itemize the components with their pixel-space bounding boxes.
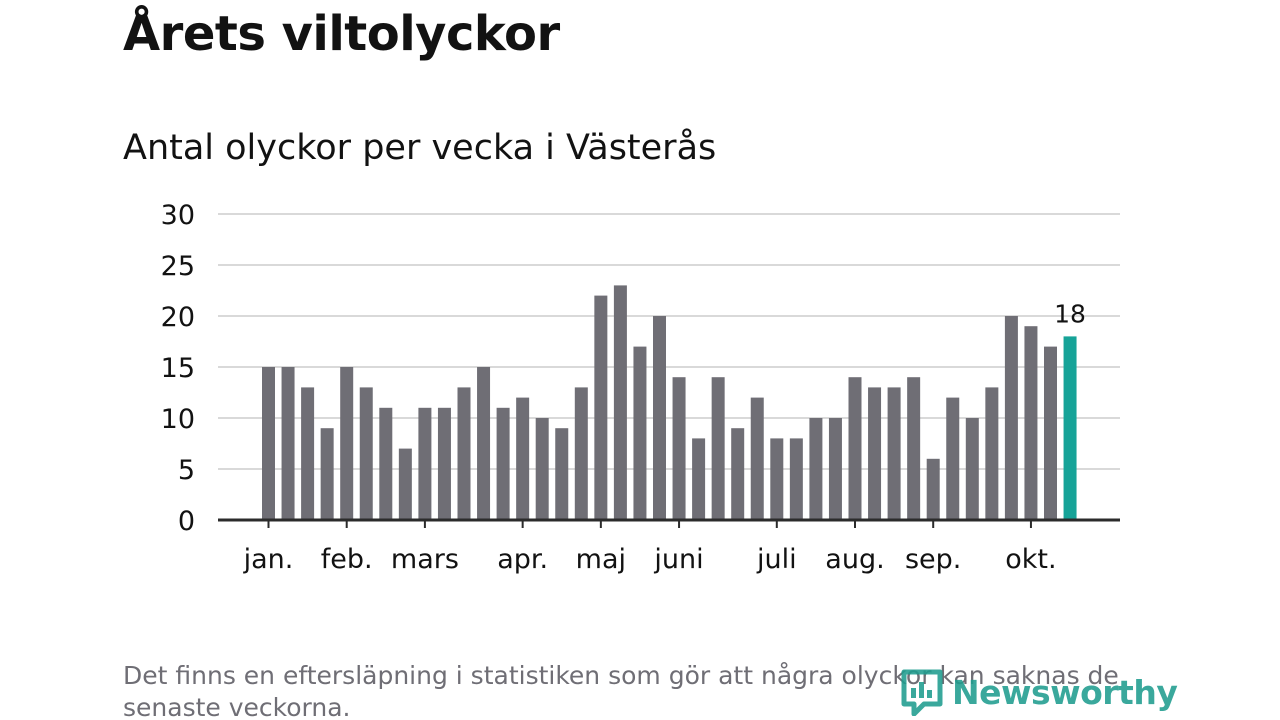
newsworthy-logo-icon — [901, 669, 943, 716]
bar — [672, 377, 686, 520]
bar — [437, 407, 451, 520]
bar — [320, 428, 334, 520]
chart-subtitle: Antal olyckor per vecka i Västerås — [123, 128, 717, 168]
x-tick-label: aug. — [825, 544, 884, 575]
x-tick-label: sep. — [905, 544, 961, 575]
bar — [711, 377, 725, 520]
bar — [828, 418, 842, 520]
logo-text: Newsworthy — [952, 672, 1178, 712]
data-label-latest: 18 — [1054, 299, 1086, 328]
bar — [692, 438, 706, 520]
bar — [574, 387, 588, 520]
x-axis: jan. feb. mars apr. maj juni juli aug. sep. okt. — [218, 518, 1120, 575]
page-title: Årets viltolyckor — [123, 6, 560, 62]
bars — [262, 285, 1077, 520]
y-tick-label: 10 — [161, 404, 195, 435]
bar — [907, 377, 921, 520]
bar — [457, 387, 471, 520]
y-axis-ticks: 0 5 10 15 20 25 30 — [161, 200, 195, 537]
bar — [731, 428, 745, 520]
bar — [985, 387, 999, 520]
bar — [535, 418, 549, 520]
x-tick-label: jan. — [243, 544, 294, 575]
annotations: 18 — [1054, 299, 1086, 328]
bar — [887, 387, 901, 520]
footnote: Det finns en eftersläpning i statistiken… — [123, 661, 1119, 720]
bar — [301, 387, 315, 520]
bar — [262, 367, 275, 520]
bar — [770, 438, 784, 520]
bar — [946, 397, 960, 520]
bar — [379, 407, 393, 520]
bar — [594, 295, 608, 520]
bar — [613, 285, 627, 520]
bar — [926, 458, 940, 520]
bar — [965, 418, 979, 520]
grid-lines — [218, 213, 1120, 470]
bar — [418, 407, 432, 520]
x-tick-label: mars — [391, 544, 459, 575]
bar — [809, 418, 823, 520]
bar — [653, 316, 666, 520]
bar — [868, 387, 882, 520]
y-tick-label: 20 — [161, 302, 195, 333]
weekly-accidents-bar-chart: 0 5 10 15 20 25 30 jan. feb. mars apr. maj juni juli… — [161, 200, 1120, 575]
bar — [359, 387, 373, 520]
bar — [1024, 326, 1038, 520]
bar — [477, 367, 491, 520]
x-tick-label: juni — [653, 544, 703, 575]
bar — [496, 407, 510, 520]
bar-latest-week — [1063, 336, 1077, 520]
bar — [848, 377, 862, 520]
y-tick-label: 0 — [178, 506, 195, 537]
y-tick-label: 15 — [161, 353, 195, 384]
bar — [340, 367, 354, 520]
x-tick-label: okt. — [1005, 544, 1056, 575]
x-tick-label: juli — [756, 544, 797, 575]
y-tick-label: 30 — [161, 200, 195, 231]
bar — [789, 438, 803, 520]
bar — [633, 346, 647, 520]
bar — [750, 397, 764, 520]
x-tick-label: feb. — [321, 544, 373, 575]
x-tick-label: apr. — [497, 544, 548, 575]
newsworthy-logo: Newsworthy — [900, 668, 1178, 716]
y-tick-label: 5 — [178, 455, 195, 486]
bar — [1004, 316, 1018, 520]
bar — [555, 428, 569, 520]
bar — [1044, 346, 1057, 520]
bar — [398, 448, 412, 520]
bar — [516, 397, 530, 520]
y-tick-label: 25 — [161, 251, 195, 282]
x-tick-label: maj — [576, 544, 626, 575]
bar — [281, 367, 295, 520]
